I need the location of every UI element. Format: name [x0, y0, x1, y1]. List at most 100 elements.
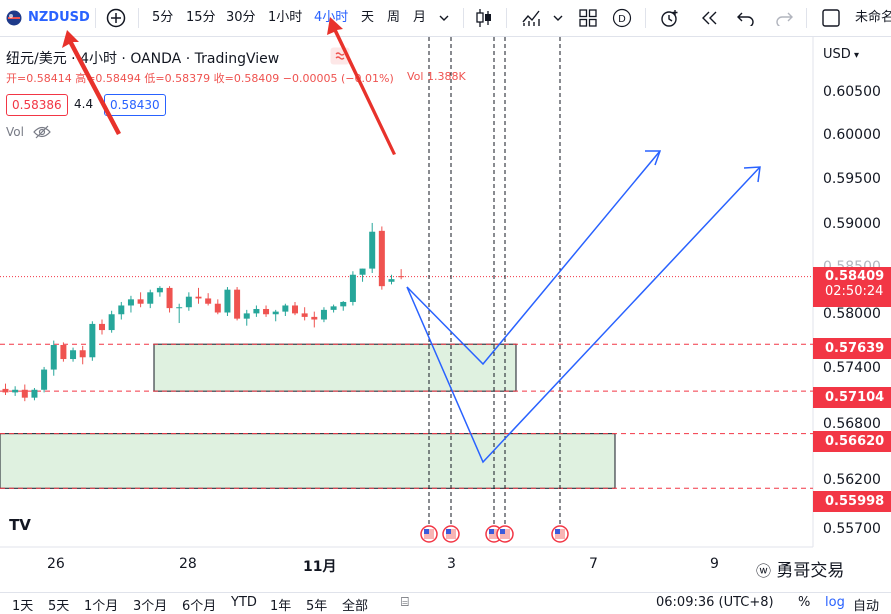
auto-toggle[interactable]: 自动 [853, 599, 880, 614]
candle-body [369, 231, 376, 269]
candle-body [118, 305, 125, 315]
divider [138, 8, 139, 28]
candle-body [388, 279, 395, 282]
range-1y[interactable]: 1年 [270, 599, 292, 614]
candle-body [263, 308, 270, 315]
date-tick: 11月 [303, 559, 337, 575]
candle-body [41, 369, 48, 390]
candle-body [137, 299, 144, 304]
divider [806, 8, 807, 28]
candle-body [60, 344, 67, 360]
chevron-down-icon[interactable] [439, 13, 449, 23]
projection-arrowhead [645, 150, 662, 166]
range-5y[interactable]: 5年 [306, 599, 328, 614]
range-3m[interactable]: 3个月 [133, 599, 168, 614]
candle-body [253, 308, 260, 314]
us-flag-canton [446, 529, 451, 534]
current-price-label: 0.58409 02:50:24 [813, 267, 891, 307]
chart-canvas[interactable] [0, 37, 891, 607]
adjust-icon[interactable] [330, 47, 350, 65]
interval-15m[interactable]: 15分 [186, 10, 216, 25]
compare-add-icon[interactable] [106, 8, 126, 28]
watermark-text: 勇哥交易 [776, 561, 845, 581]
layout-checkbox-icon[interactable] [822, 9, 840, 27]
candle-body [243, 313, 250, 319]
chevron-down-icon[interactable] [553, 13, 563, 23]
divider [645, 8, 646, 28]
candle-body [176, 307, 183, 309]
interval-week[interactable]: 周 [387, 10, 401, 25]
candle-body [340, 301, 347, 307]
interval-30m[interactable]: 30分 [226, 10, 256, 25]
currency-label[interactable]: USD [823, 47, 851, 62]
candle-body [70, 350, 77, 360]
interval-day[interactable]: 天 [361, 10, 375, 25]
vol-value: Vol 1.388K [407, 70, 466, 83]
undo-icon[interactable] [737, 10, 755, 26]
level-price-label: 0.56620 [813, 431, 891, 452]
candle-body [195, 296, 202, 299]
divider [95, 8, 96, 28]
candle-body [378, 230, 385, 287]
candle-body [320, 309, 327, 320]
interval-month[interactable]: 月 [413, 10, 427, 25]
candle-body [224, 289, 231, 313]
candle-body [301, 313, 308, 317]
candle-body [79, 350, 86, 358]
tradingview-logo[interactable]: TV [4, 512, 36, 538]
candle-body [292, 305, 298, 314]
candles-style-icon[interactable] [475, 8, 493, 28]
candle-body [166, 287, 173, 309]
layout-grid-icon[interactable] [579, 9, 597, 27]
replay-icon[interactable] [700, 10, 718, 26]
candle-body [185, 296, 192, 308]
redo-icon[interactable] [775, 10, 793, 26]
candle-body [359, 268, 366, 275]
date-tick: 28 [179, 556, 197, 572]
candle-body [349, 274, 356, 302]
candle-body [2, 388, 9, 393]
ohlc-values: 开=0.58414 高=0.58494 低=0.58379 收=0.58409 … [6, 72, 394, 85]
interval-1h[interactable]: 1小时 [268, 10, 303, 25]
range-ytd[interactable]: YTD [231, 595, 257, 610]
interval-5m[interactable]: 5分 [152, 10, 174, 25]
candle-body [311, 316, 318, 320]
indicators-icon[interactable] [521, 8, 541, 28]
candle-body [234, 289, 241, 319]
log-toggle[interactable]: log [825, 595, 845, 610]
divider [506, 8, 507, 28]
level-price-label: 0.57104 [813, 387, 891, 408]
eye-off-icon[interactable] [33, 125, 51, 139]
vol-indicator-label: Vol [6, 125, 24, 139]
range-6m[interactable]: 6个月 [182, 599, 217, 614]
buy-price-box[interactable]: 0.58430 [104, 94, 166, 116]
alert-clock-icon[interactable] [660, 8, 680, 28]
weibo-icon: ⓦ [756, 562, 772, 580]
price-axis-currency[interactable]: USD ▾ [823, 47, 859, 62]
support-zone-upper [153, 343, 517, 392]
price-tick: 0.59000 [823, 216, 881, 232]
price-tick: 0.55700 [823, 521, 881, 537]
sell-price-box[interactable]: 0.58386 [6, 94, 68, 116]
percent-toggle[interactable]: % [798, 595, 811, 610]
svg-text:D: D [618, 14, 626, 25]
candle-body [31, 389, 38, 398]
price-tick: 0.56800 [823, 416, 881, 432]
symbol-search-button[interactable]: NZDUSD [28, 10, 90, 25]
layout-name-label[interactable]: 未命名 [855, 10, 891, 25]
bar-countdown: 02:50:24 [825, 284, 884, 299]
clock[interactable]: 06:09:36 (UTC+8) [656, 595, 774, 610]
range-1m[interactable]: 1个月 [84, 599, 119, 614]
candle-body [398, 276, 405, 278]
chevron-down-icon[interactable]: ▾ [850, 50, 859, 61]
us-flag-canton [424, 529, 429, 534]
price-tick: 0.58000 [823, 306, 881, 322]
projection-path-short [406, 150, 661, 366]
range-1d[interactable]: 1天 [12, 599, 34, 614]
range-all[interactable]: 全部 [342, 599, 369, 614]
goto-date-icon[interactable]: ⌸ [401, 595, 409, 610]
data-window-icon[interactable]: D [612, 8, 632, 28]
chart-area[interactable]: 纽元/美元 · 4小时 · OANDA · TradingView 开=0.58… [0, 37, 891, 607]
interval-4h[interactable]: 4小时 [314, 10, 349, 25]
range-5d[interactable]: 5天 [48, 599, 70, 614]
